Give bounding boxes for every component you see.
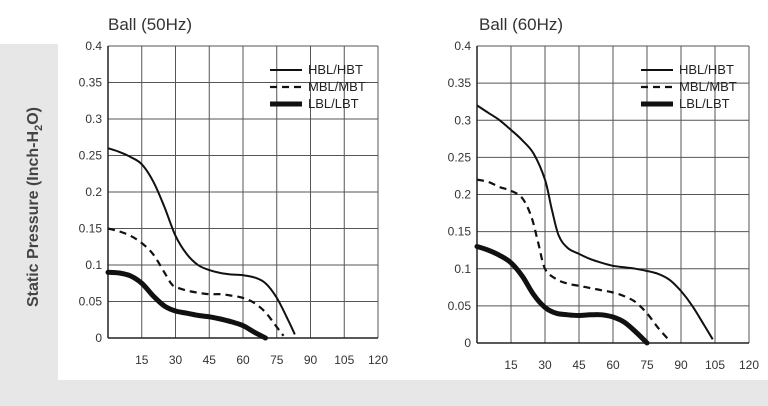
y-tick-label: 0.25 [79,149,103,163]
x-tick-label: 45 [572,358,586,372]
x-tick-label: 120 [739,358,759,372]
series-line [107,227,285,337]
x-tick-label: 120 [368,353,388,367]
series-line [107,147,296,335]
y-tick-label: 0 [95,331,102,345]
series-line [476,178,671,342]
y-tick-label: 0.05 [448,299,472,313]
y-tick-label: 0.05 [79,295,103,309]
y-tick-label: 0.1 [454,262,471,276]
y-tick-label: 0.3 [454,113,471,127]
y-tick-label: 0.4 [85,39,102,53]
chart-2: Ball (60Hz) 0 0.05 0.1 0.15 0.2 0.25 0.3 0.35 0.4… [448,15,760,372]
x-tick-label: 90 [304,353,318,367]
y-tick-label: 0 [464,336,471,350]
series-line [474,244,650,346]
y-tick-label: 0.3 [85,112,102,126]
y-tick-label: 0.35 [79,76,103,90]
series-line [105,269,268,341]
legend-label: MBL/MBT [308,79,366,94]
y-tick-label: 0.15 [79,222,103,236]
y-tick-label: 0.1 [85,258,102,272]
x-tick-label: 30 [169,353,183,367]
legend-label: MBL/MBT [679,79,737,94]
x-tick-label: 30 [538,358,552,372]
series-line [476,104,714,340]
y-tick-label: 0.35 [448,76,472,90]
legend-label: LBL/LBT [679,96,730,111]
chart-title: Ball (60Hz) [479,15,563,34]
x-tick-label: 60 [236,353,250,367]
y-tick-label: 0.2 [85,185,102,199]
x-tick-label: 75 [640,358,654,372]
chart-title: Ball (50Hz) [108,15,192,34]
legend-label: HBL/HBT [308,62,363,77]
chart-1: Ball (50Hz) 0 0.05 0.1 0.15 0.2 0.25 0.3 0.35 0.4… [79,15,389,367]
legend-label: HBL/HBT [679,62,734,77]
y-tick-label: 0.25 [448,150,472,164]
x-tick-label: 45 [203,353,217,367]
y-tick-label: 0.15 [448,225,472,239]
y-tick-label: 0.2 [454,188,471,202]
x-tick-label: 90 [674,358,688,372]
x-tick-label: 105 [705,358,725,372]
x-tick-label: 15 [504,358,518,372]
x-tick-label: 60 [606,358,620,372]
x-tick-label: 105 [334,353,354,367]
side-band [0,44,58,406]
x-tick-label: 75 [270,353,284,367]
bottom-band [0,380,768,406]
legend-label: LBL/LBT [308,96,359,111]
x-tick-label: 15 [135,353,149,367]
y-tick-label: 0.4 [454,39,471,53]
